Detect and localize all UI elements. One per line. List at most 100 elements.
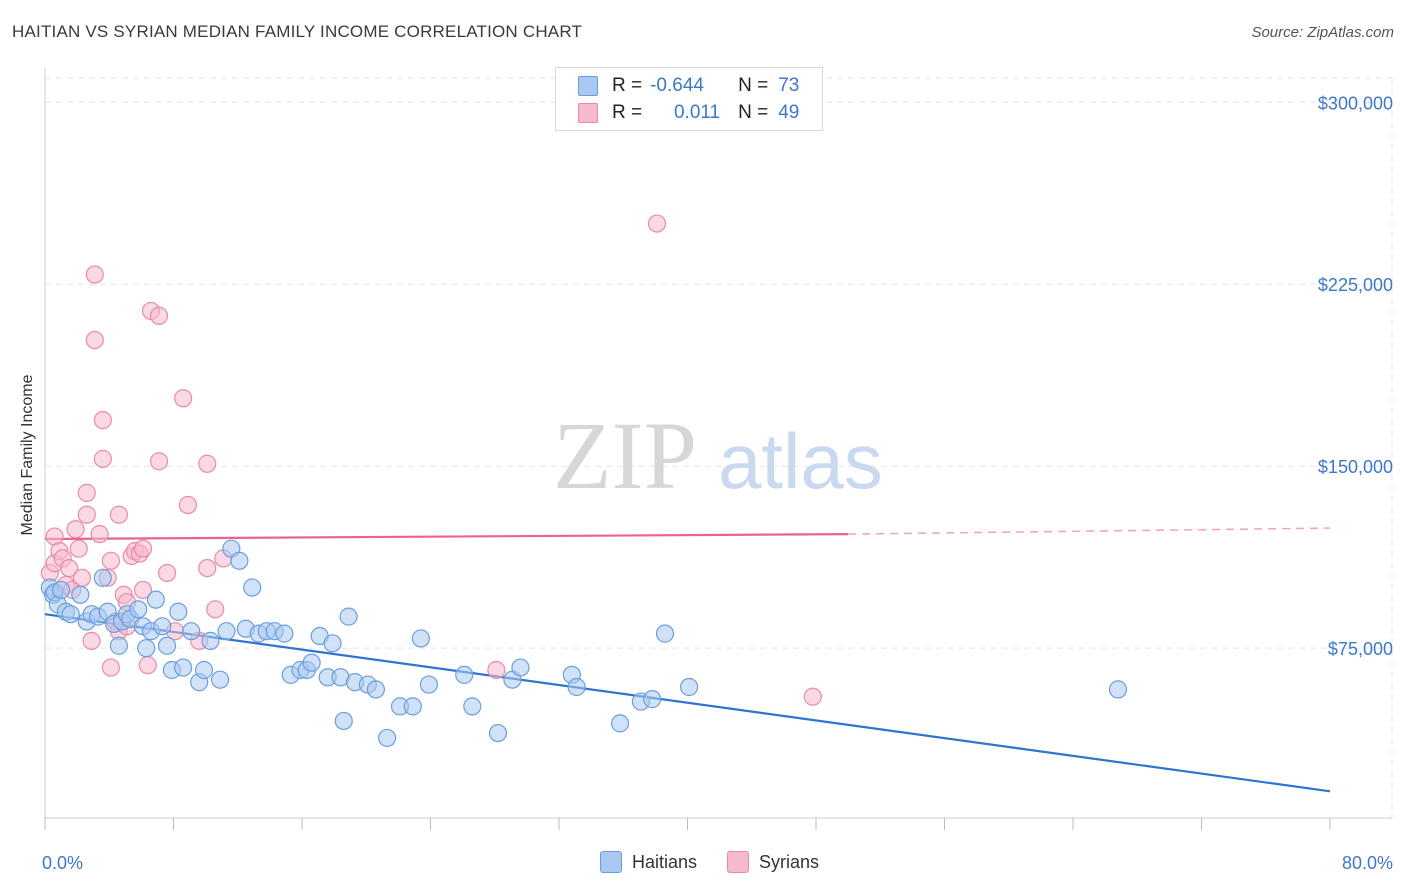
watermark-atlas: atlas [718, 417, 883, 505]
syrian-point [487, 660, 506, 680]
haitian-point [567, 677, 586, 697]
haitian-point [146, 590, 165, 609]
legend-r-label: R = [612, 75, 643, 96]
legend-r-label: R = [612, 102, 643, 123]
haitian-point [217, 622, 236, 641]
haitian-point [655, 624, 675, 643]
legend-n-label: N = [738, 75, 769, 96]
haitian-point [302, 653, 321, 672]
legend-r-value: 0.011 [673, 102, 721, 123]
legend-swatch-syrians [727, 851, 750, 873]
haitian-point [403, 697, 422, 716]
syrian-point [59, 558, 79, 578]
syrian-point [85, 265, 104, 284]
haitian-point [51, 580, 71, 600]
syrian-point [178, 495, 198, 515]
syrian-point [77, 483, 96, 502]
legend-swatch-haitians [600, 851, 622, 873]
syrian-point [157, 563, 177, 583]
syrian-point [198, 558, 217, 578]
haitian-point [174, 658, 193, 677]
haitian-point [463, 697, 482, 716]
x-tick-label: 80.0% [1342, 853, 1393, 873]
haitian-point [488, 723, 508, 743]
series-legend: Haitians Syrians [600, 851, 849, 873]
legend-n-value: 49 [778, 102, 800, 123]
trend-lines [44, 527, 1331, 793]
watermark-zip: ZIP [553, 402, 697, 509]
haitian-point [275, 624, 294, 643]
syrian-point [109, 505, 128, 524]
haitian-point [643, 690, 662, 709]
legend-n-label: N = [738, 102, 769, 123]
syrian-point [149, 452, 169, 471]
haitian-point [210, 670, 230, 689]
syrian-point [93, 410, 112, 430]
syrian-point [174, 389, 193, 408]
syrian-point [149, 306, 169, 325]
haitian-point [153, 617, 172, 636]
syrian-point [803, 687, 822, 706]
haitian-point [334, 711, 353, 731]
grid-lines [45, 77, 1393, 818]
haitian-point [378, 728, 397, 748]
syrian-point [82, 631, 101, 650]
haitian-point [129, 600, 148, 619]
legend-row-syrians: R = 0.011 N = 49 [578, 99, 799, 127]
syrian-point [647, 214, 667, 233]
legend-r-value: -0.644 [650, 75, 704, 96]
syrian-point [72, 568, 92, 587]
haitian-point [157, 636, 177, 655]
syrians-trend-extension [848, 527, 1331, 535]
haitian-point [93, 568, 112, 587]
tick-labels: $75,000 $150,000 $225,000 $300,000 0.0% 80.0% [42, 93, 1393, 873]
syrian-point [101, 658, 120, 677]
syrian-point [66, 520, 85, 539]
syrian-point [133, 580, 153, 600]
haitian-point [201, 631, 220, 650]
haitian-point [61, 605, 80, 624]
haitian-point [194, 660, 214, 680]
haitian-point [455, 665, 474, 684]
haitian-point [137, 639, 156, 658]
legend-item-syrians: Syrians [727, 851, 819, 873]
haitian-point [610, 714, 630, 733]
chart-title: HAITIAN VS SYRIAN MEDIAN FAMILY INCOME C… [12, 22, 583, 41]
syrian-point [77, 505, 96, 524]
haitian-point [109, 636, 128, 655]
syrian-point [101, 551, 120, 570]
syrian-point [138, 656, 157, 675]
haitians-trend-line [44, 613, 1331, 793]
legend-item-haitians: Haitians [600, 851, 697, 873]
syrian-point [198, 454, 217, 473]
syrian-point [93, 449, 112, 469]
haitian-point [339, 607, 358, 626]
haitian-point [419, 675, 438, 694]
syrian-point [90, 525, 109, 544]
haitian-point [230, 551, 249, 570]
stats-legend: R = -0.644 N = 73 R = 0.011 N = 49 [555, 67, 823, 131]
legend-row-haitians: R = -0.644 N = 73 [578, 72, 799, 100]
haitian-point [169, 602, 188, 621]
y-tick-label: $75,000 [1328, 639, 1393, 659]
data-points [40, 214, 1128, 748]
legend-n-value: 73 [778, 75, 800, 96]
haitian-point [323, 634, 342, 653]
legend-swatch-syrians [578, 103, 598, 123]
syrian-point [69, 539, 88, 558]
legend-label-syrians: Syrians [759, 851, 820, 872]
x-tick-label: 0.0% [42, 853, 83, 873]
legend-swatch-haitians [578, 76, 598, 96]
haitian-point [243, 578, 262, 597]
haitian-point [366, 680, 385, 699]
syrian-point [133, 539, 153, 558]
haitian-point [411, 629, 430, 648]
haitian-point [1108, 680, 1128, 699]
chart-source: Source: ZipAtlas.com [1251, 24, 1394, 41]
y-tick-label: $225,000 [1318, 275, 1393, 295]
legend-label-haitians: Haitians [632, 851, 698, 872]
syrian-point [85, 330, 104, 350]
haitian-point [511, 658, 530, 677]
y-tick-label: $150,000 [1318, 457, 1393, 477]
